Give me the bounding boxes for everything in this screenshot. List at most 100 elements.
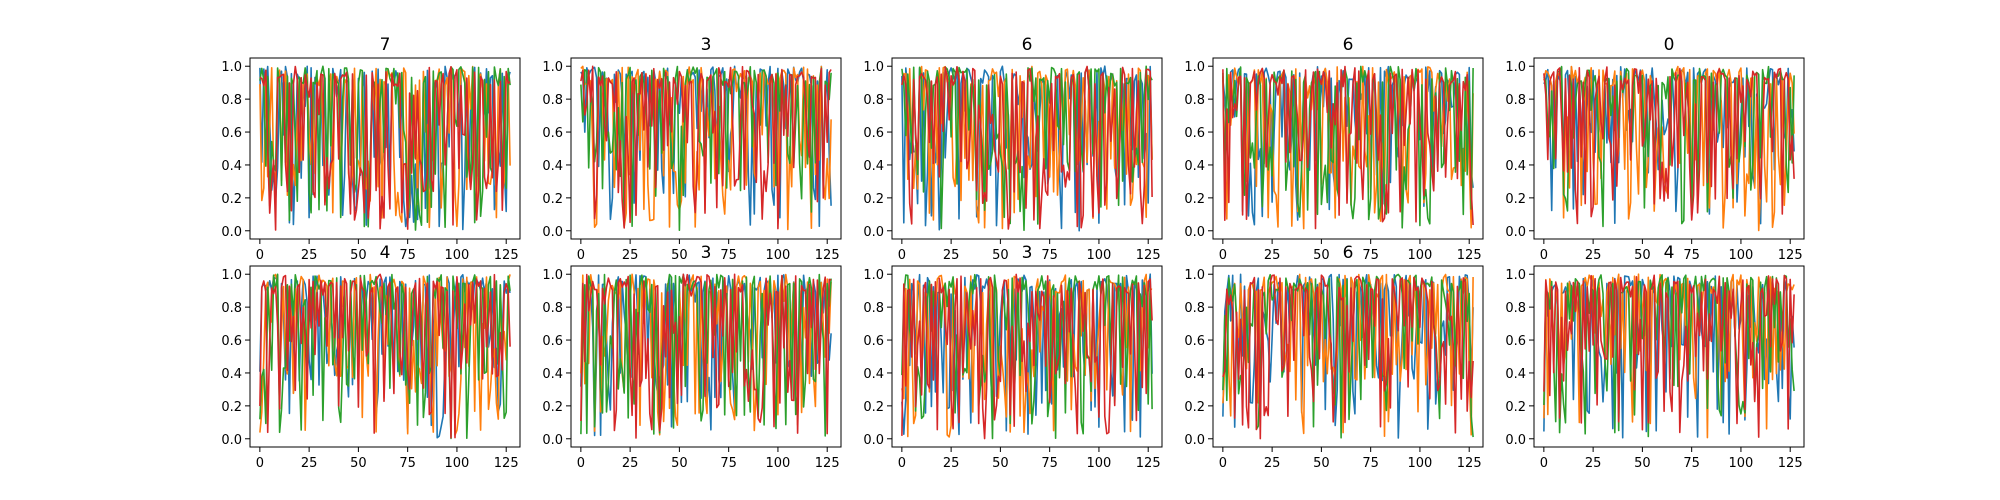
x-tick-label: 0	[1540, 456, 1548, 471]
subplot-4: 0 25 50 75 100 125 0.0 0.2 0.4 0.6 0.8 1.0 6	[1184, 35, 1484, 263]
subplot-2: 0 25 50 75 100 125 0.0 0.2 0.4 0.6 0.8 1.0 3	[542, 35, 842, 263]
x-tick-label: 100	[1408, 248, 1433, 263]
x-tick-label: 75	[399, 248, 416, 263]
subplot-8: 0 25 50 75 100 125 0.0 0.2 0.4 0.6 0.8 1.0 3	[863, 243, 1163, 471]
y-tick-label: 0.2	[1505, 400, 1526, 415]
axes-frame	[570, 265, 842, 448]
x-tick-label: 125	[1136, 456, 1161, 471]
y-tick-label: 0.6	[542, 334, 563, 349]
x-tick-label: 25	[622, 456, 639, 471]
y-tick-label: 0.6	[1184, 126, 1205, 141]
subplot-title: 4	[1664, 243, 1675, 263]
y-tick-label: 1.0	[542, 60, 563, 75]
x-tick-label: 0	[898, 456, 906, 471]
x-tick-label: 75	[1683, 456, 1700, 471]
series-line-4	[901, 273, 1153, 440]
x-tick-label: 50	[992, 248, 1009, 263]
x-tick-label: 0	[577, 248, 585, 263]
y-tick-label: 0.2	[1505, 192, 1526, 207]
x-tick-label: 50	[671, 248, 688, 263]
x-tick-label: 50	[1634, 248, 1651, 263]
y-tick-label: 0.0	[1505, 225, 1526, 240]
x-tick-label: 25	[1585, 456, 1602, 471]
subplot-title: 3	[1022, 243, 1033, 263]
axes-frame	[891, 265, 1163, 448]
y-tick-label: 0.4	[863, 159, 884, 174]
y-tick-label: 0.8	[863, 93, 884, 108]
subplot-5: 0 25 50 75 100 125 0.0 0.2 0.4 0.6 0.8 1.0 0	[1505, 35, 1805, 263]
y-tick-label: 0.6	[542, 126, 563, 141]
axes-frame	[1212, 265, 1484, 448]
x-tick-label: 25	[1585, 248, 1602, 263]
series-line-3	[1222, 65, 1474, 229]
y-tick-label: 0.8	[863, 301, 884, 316]
x-tick-label: 0	[1219, 456, 1227, 471]
x-tick-label: 100	[766, 248, 791, 263]
axes-frame	[570, 57, 842, 240]
y-tick-label: 0.6	[221, 334, 242, 349]
axes-frame	[1533, 265, 1805, 448]
subplot-9: 0 25 50 75 100 125 0.0 0.2 0.4 0.6 0.8 1.0 6	[1184, 243, 1484, 471]
y-tick-label: 0.8	[542, 93, 563, 108]
x-tick-label: 100	[445, 248, 470, 263]
y-tick-label: 0.4	[1505, 367, 1526, 382]
x-tick-label: 125	[1136, 248, 1161, 263]
y-tick-label: 1.0	[1184, 60, 1205, 75]
subplot-title: 6	[1343, 35, 1354, 55]
y-tick-label: 0.6	[1184, 334, 1205, 349]
y-tick-label: 0.0	[1505, 433, 1526, 448]
x-tick-label: 100	[1087, 248, 1112, 263]
y-tick-label: 0.2	[863, 192, 884, 207]
y-tick-label: 0.0	[542, 433, 563, 448]
x-tick-label: 100	[1408, 456, 1433, 471]
series-line-4	[580, 65, 832, 230]
y-tick-label: 0.8	[542, 301, 563, 316]
x-tick-label: 0	[1540, 248, 1548, 263]
y-tick-label: 0.4	[221, 159, 242, 174]
x-tick-label: 0	[256, 248, 264, 263]
series-line-4	[259, 65, 511, 231]
x-tick-label: 50	[1634, 456, 1651, 471]
y-tick-label: 0.0	[1184, 225, 1205, 240]
y-tick-label: 0.6	[1505, 334, 1526, 349]
subplot-title: 7	[380, 35, 391, 55]
subplot-title: 3	[701, 35, 712, 55]
y-tick-label: 1.0	[221, 268, 242, 283]
y-tick-label: 0.4	[542, 159, 563, 174]
x-tick-label: 50	[1313, 248, 1330, 263]
x-tick-label: 0	[577, 456, 585, 471]
subplot-7: 0 25 50 75 100 125 0.0 0.2 0.4 0.6 0.8 1.0 3	[542, 243, 842, 471]
x-tick-label: 0	[1219, 248, 1227, 263]
y-tick-label: 0.8	[1505, 301, 1526, 316]
y-tick-label: 0.8	[1184, 93, 1205, 108]
subplot-1: 0 25 50 75 100 125 0.0 0.2 0.4 0.6 0.8 1.0 7	[221, 35, 521, 263]
y-tick-label: 1.0	[542, 268, 563, 283]
y-tick-label: 1.0	[221, 60, 242, 75]
series-line-3	[259, 273, 511, 440]
x-tick-label: 125	[1778, 248, 1803, 263]
y-tick-label: 0.8	[1184, 301, 1205, 316]
y-tick-label: 0.4	[221, 367, 242, 382]
x-tick-label: 75	[399, 456, 416, 471]
x-tick-label: 75	[1683, 248, 1700, 263]
y-tick-label: 0.6	[1505, 126, 1526, 141]
x-tick-label: 125	[815, 456, 840, 471]
x-tick-label: 75	[720, 456, 737, 471]
subplot-3: 0 25 50 75 100 125 0.0 0.2 0.4 0.6 0.8 1.0 6	[863, 35, 1163, 263]
x-tick-label: 125	[1778, 456, 1803, 471]
y-tick-label: 0.6	[863, 334, 884, 349]
axes-frame	[249, 265, 521, 448]
y-tick-label: 0.8	[221, 93, 242, 108]
axes-frame	[249, 57, 521, 240]
y-tick-label: 0.4	[863, 367, 884, 382]
x-tick-label: 100	[445, 456, 470, 471]
y-tick-label: 0.2	[863, 400, 884, 415]
y-tick-label: 0.4	[1184, 367, 1205, 382]
subplot-title: 3	[701, 243, 712, 263]
subplot-title: 4	[380, 243, 391, 263]
x-tick-label: 100	[1729, 248, 1754, 263]
x-tick-label: 50	[992, 456, 1009, 471]
series-line-4	[1543, 274, 1795, 438]
subplot-title: 6	[1343, 243, 1354, 263]
subplot-title: 6	[1022, 35, 1033, 55]
